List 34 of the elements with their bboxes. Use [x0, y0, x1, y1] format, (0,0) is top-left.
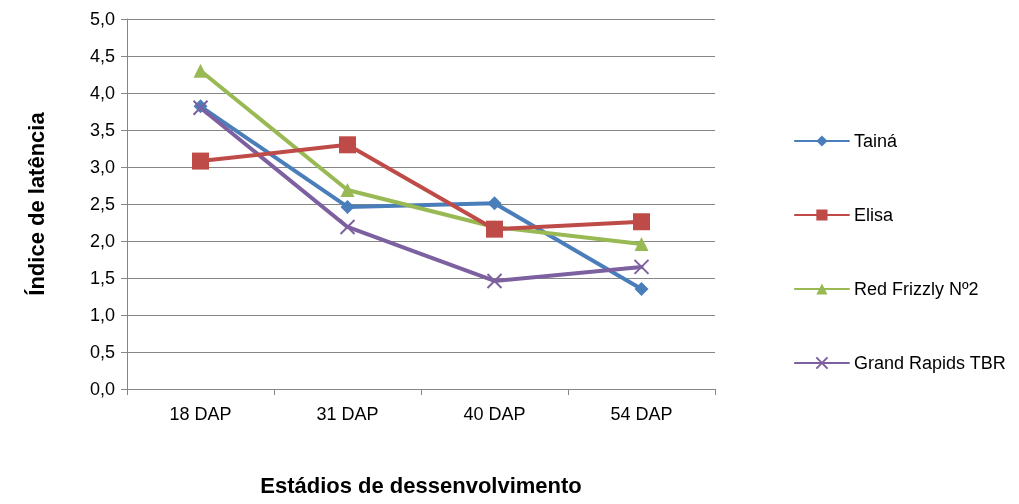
x-tick-label: 54 DAP [610, 404, 673, 424]
x-axis-title: Estádios de dessenvolvimento [260, 472, 582, 498]
y-tick-label: 5,0 [89, 9, 115, 29]
legend-label: Grand Rapids TBR [853, 353, 1006, 373]
y-axis-title: Índice de latência [23, 111, 49, 296]
point [633, 258, 650, 275]
point [633, 213, 650, 231]
point [193, 63, 208, 78]
x-tick-label: 40 DAP [463, 404, 526, 424]
point [340, 199, 355, 214]
legend-label: Elisa [853, 205, 894, 225]
point [486, 220, 503, 238]
point [487, 196, 502, 211]
y-tick-label: 1,5 [89, 268, 115, 288]
legend-label: Tainá [853, 131, 898, 151]
y-tick-label: 2,5 [89, 194, 115, 214]
legend-label: Red Frizzly Nº2 [853, 279, 979, 299]
point [486, 272, 503, 289]
y-tick-label: 0,5 [89, 342, 115, 362]
y-tick-label: 2,0 [89, 231, 115, 251]
point [634, 282, 649, 297]
y-tick-label: 4,5 [89, 46, 115, 66]
point [339, 218, 356, 235]
point [192, 152, 209, 170]
y-tick-label: 3,0 [89, 157, 115, 177]
y-tick-label: 4,0 [89, 83, 115, 103]
point [634, 236, 649, 251]
y-tick-label: 1,0 [89, 305, 115, 325]
point [340, 182, 355, 197]
point [339, 136, 356, 154]
y-tick-label: 3,5 [89, 120, 115, 140]
x-tick-label: 18 DAP [169, 404, 232, 424]
x-tick-label: 31 DAP [316, 404, 379, 424]
y-tick-label: 0,0 [89, 379, 115, 399]
